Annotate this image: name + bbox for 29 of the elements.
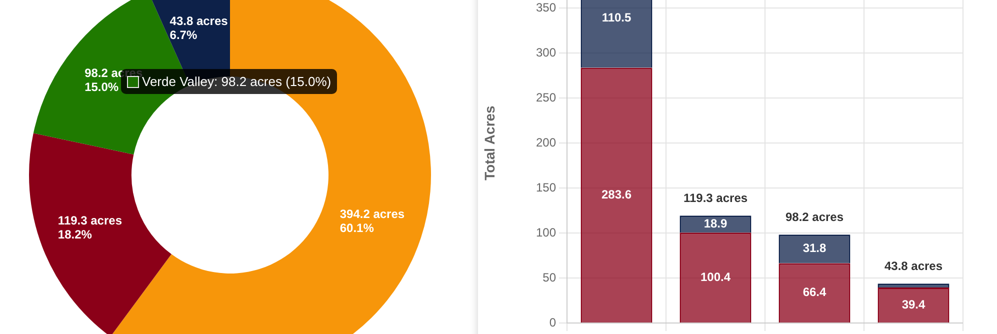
bar [878,288,950,322]
total-label: 43.8 acres [884,258,943,273]
y-tick-label: 200 [536,135,556,150]
data-label: 43.8 acres 6.7% [170,14,228,42]
bar [778,263,850,322]
data-label: 39.4 [902,297,926,312]
y-tick-label: 350 [536,0,556,14]
data-label: 119.3 acres 18.2% [58,213,122,242]
total-label: 119.3 acres [683,190,748,205]
y-tick-label: 300 [536,45,556,60]
y-tick-label: 250 [536,90,556,104]
y-axis-title: Total Acres [481,105,498,180]
data-label: 18.9 [704,216,728,230]
data-label: 31.8 [802,241,826,256]
data-label: 110.5 [602,10,632,24]
data-label: 283.6 [601,187,632,202]
data-label: 66.4 [802,285,826,300]
data-label: 100.4 [700,270,731,284]
bar [778,234,850,264]
data-label: 394.2 acres 60.1% [340,207,405,236]
bar [680,232,752,322]
total-label: 98.2 acres [785,210,844,224]
text: Verde Valley: 98.2 acres (15.0%) [142,74,332,89]
y-tick-label: 50 [542,270,556,284]
y-tick-label: 100 [536,225,556,240]
y-tick-label: 150 [536,180,556,194]
bar [680,216,752,233]
bar [878,284,950,288]
y-tick-label: 0 [549,315,556,330]
